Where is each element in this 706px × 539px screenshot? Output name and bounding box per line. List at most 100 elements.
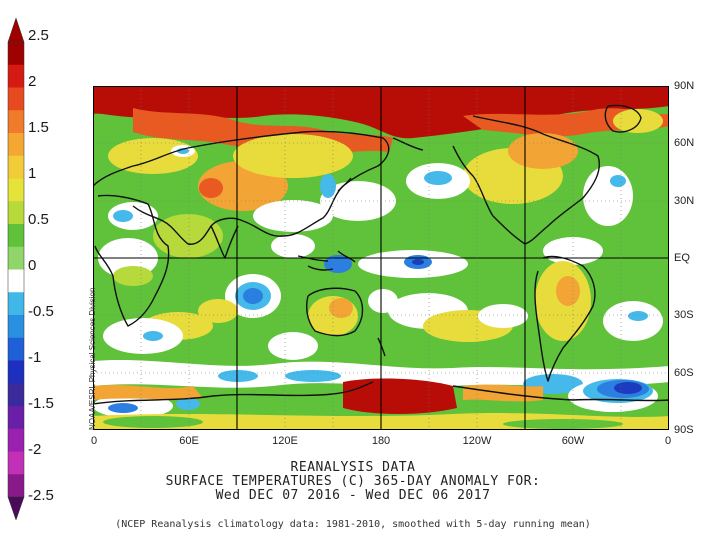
lat-label-60n: 60N bbox=[674, 137, 695, 149]
lon-label-120e: 120E bbox=[272, 435, 298, 447]
lat-label-eq: EQ bbox=[674, 252, 690, 264]
coastline-path bbox=[93, 381, 669, 405]
colorbar-label: 2 bbox=[28, 73, 37, 90]
colorbar-swatch bbox=[8, 315, 24, 339]
anomaly-patch bbox=[613, 109, 663, 133]
colorbar-swatch bbox=[8, 360, 24, 384]
colorbar-swatch bbox=[8, 133, 24, 157]
colorbar-label: 0.5 bbox=[28, 211, 49, 228]
colorbar-label: -1 bbox=[28, 349, 42, 366]
colorbar-top-arrow bbox=[7, 17, 25, 43]
anomaly-patch bbox=[583, 166, 633, 226]
coastline-path bbox=[306, 287, 364, 337]
colorbar-label: -2 bbox=[28, 441, 42, 458]
lat-label-90s: 90S bbox=[674, 424, 694, 436]
coastline-path bbox=[297, 250, 356, 271]
coastline-path bbox=[452, 115, 600, 245]
title-line-3: Wed DEC 07 2016 - Wed DEC 06 2017 bbox=[215, 488, 491, 503]
colorbar-swatch bbox=[8, 224, 24, 248]
anomaly-patch bbox=[603, 301, 663, 341]
anomaly-patch bbox=[143, 331, 163, 341]
lon-label-180: 180 bbox=[371, 435, 391, 447]
anomaly-patch bbox=[343, 378, 457, 414]
colorbar-swatches bbox=[7, 41, 25, 498]
anomaly-patch bbox=[614, 382, 642, 394]
colorbar-swatch bbox=[8, 87, 24, 111]
anomaly-patch bbox=[93, 385, 203, 400]
anomaly-patch bbox=[268, 332, 318, 360]
title-line-1: REANALYSIS DATA bbox=[290, 460, 416, 475]
coastlines bbox=[93, 104, 669, 405]
colorbar-swatch bbox=[8, 383, 24, 407]
dotted-gridlines bbox=[93, 86, 669, 430]
coastline-path bbox=[604, 104, 642, 133]
lon-label-120w: 120W bbox=[462, 435, 492, 447]
anomaly-patch bbox=[253, 200, 333, 232]
anomaly-patch bbox=[113, 210, 133, 222]
anomaly-patch bbox=[424, 171, 452, 185]
anomaly-patch bbox=[103, 416, 203, 428]
anomaly-map bbox=[93, 86, 669, 430]
colorbar-swatch bbox=[8, 269, 24, 293]
anomaly-patch bbox=[628, 311, 648, 321]
anomaly-patch bbox=[176, 398, 200, 410]
anomaly-patch bbox=[329, 298, 353, 318]
map-frame bbox=[93, 86, 669, 430]
coastline-path bbox=[93, 130, 390, 245]
colorbar-swatch bbox=[8, 451, 24, 475]
anomaly-patch bbox=[508, 133, 578, 169]
colorbar-swatch bbox=[8, 64, 24, 88]
anomaly-patch bbox=[271, 234, 315, 258]
lat-label-30s: 30S bbox=[674, 309, 694, 321]
lat-label-90n: 90N bbox=[674, 80, 695, 92]
anomaly-patch bbox=[285, 370, 341, 382]
footnote: (NCEP Reanalysis climatology data: 1981-… bbox=[115, 519, 591, 530]
anomaly-patch bbox=[108, 403, 138, 413]
colorbar-label: -1.5 bbox=[28, 395, 54, 412]
colorbar-swatch bbox=[8, 178, 24, 202]
anomaly-patch bbox=[324, 255, 352, 273]
colorbar-swatch bbox=[8, 406, 24, 430]
lon-label-0-end: 0 bbox=[664, 435, 672, 447]
coastline-path bbox=[534, 255, 596, 382]
anomaly-patch bbox=[153, 214, 223, 258]
colorbar-swatch bbox=[8, 474, 24, 498]
coastline-path bbox=[94, 194, 170, 327]
colorbar-label: 1.5 bbox=[28, 119, 49, 136]
lon-label-60e: 60E bbox=[179, 435, 199, 447]
colorbar-swatch bbox=[8, 110, 24, 134]
anomaly-patch bbox=[243, 288, 263, 304]
anomaly-patch bbox=[478, 304, 528, 328]
anomaly-patch bbox=[199, 178, 223, 198]
anomaly-patch bbox=[412, 259, 424, 265]
anomaly-patch bbox=[233, 134, 353, 178]
colorbar-label: 2.5 bbox=[28, 27, 49, 44]
lat-label-60s: 60S bbox=[674, 367, 694, 379]
credit-text: NOAA/ESRL Physical Sciences Division bbox=[88, 287, 97, 430]
anomaly-patch bbox=[368, 289, 398, 313]
colorbar-label: 1 bbox=[28, 165, 37, 182]
colorbar-bottom-arrow bbox=[7, 496, 25, 521]
colorbar-swatch bbox=[8, 337, 24, 361]
anomaly-patch bbox=[610, 175, 626, 187]
coastline-path bbox=[337, 177, 352, 192]
anomaly-patch bbox=[320, 174, 336, 198]
lon-label-60w: 60W bbox=[561, 435, 585, 447]
anomaly-patch bbox=[113, 266, 153, 286]
anomaly-patch bbox=[218, 370, 258, 382]
colorbar-swatch bbox=[8, 42, 24, 66]
colorbar bbox=[7, 17, 25, 521]
lat-label-30n: 30N bbox=[674, 195, 695, 207]
coastline-path bbox=[377, 337, 386, 357]
colorbar-label: 0 bbox=[28, 257, 37, 274]
anomaly-patch bbox=[556, 276, 580, 306]
colorbar-swatch bbox=[8, 246, 24, 270]
lon-label-0: 0 bbox=[90, 435, 98, 447]
colorbar-swatch bbox=[8, 155, 24, 179]
anomaly-patch bbox=[198, 299, 238, 323]
colorbar-label: -2.5 bbox=[28, 487, 54, 504]
colorbar-swatch bbox=[8, 428, 24, 452]
colorbar-swatch bbox=[8, 292, 24, 316]
colorbar-swatch bbox=[8, 201, 24, 225]
anomaly-patch bbox=[503, 419, 623, 429]
